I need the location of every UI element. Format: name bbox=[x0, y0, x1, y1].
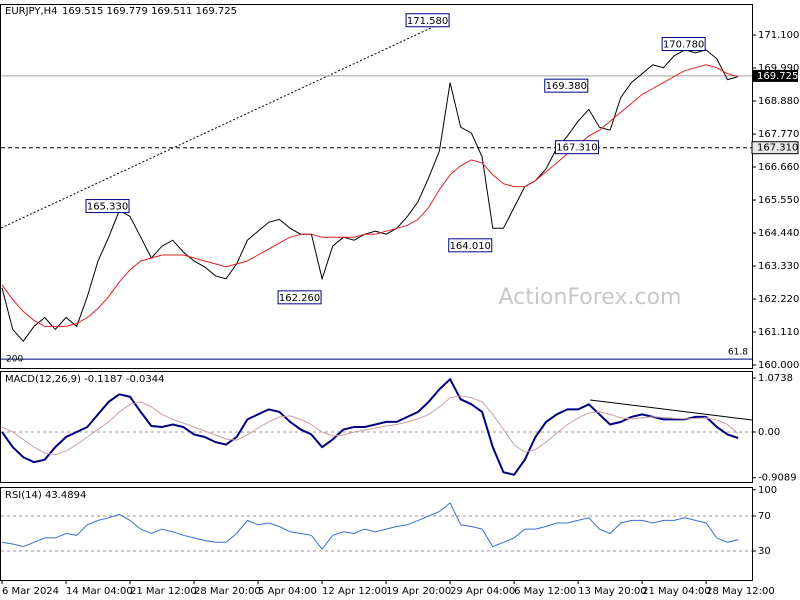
x-tick-label: 6 Mar 2024 bbox=[2, 586, 59, 597]
level-tag bbox=[751, 141, 799, 155]
macd-title: MACD(12,26,9) -0.1187 -0.0344 bbox=[5, 374, 165, 385]
y-tick-label: 0.00 bbox=[758, 427, 780, 438]
y-tick-label: 163.330 bbox=[758, 261, 799, 272]
macd-trend-line bbox=[589, 399, 753, 421]
y-tick-label: 168.880 bbox=[758, 96, 799, 107]
y-tick-label: 100 bbox=[758, 485, 777, 496]
x-tick-label: 6 May 12:00 bbox=[514, 586, 576, 597]
fib-label: 200 bbox=[6, 355, 23, 365]
price-label: 170.780 bbox=[663, 40, 704, 51]
price-label: 169.380 bbox=[546, 81, 587, 92]
y-tick-label: 165.550 bbox=[758, 195, 799, 206]
watermark: ActionForex.com bbox=[499, 285, 682, 310]
x-tick-label: 14 Mar 04:00 bbox=[66, 586, 133, 597]
x-tick-label: 19 Apr 20:00 bbox=[386, 586, 451, 597]
price-label-box bbox=[85, 199, 130, 214]
price-label: 165.330 bbox=[87, 202, 128, 213]
y-tick-label: -0.9089 bbox=[758, 473, 797, 484]
x-tick-label: 12 Apr 12:00 bbox=[322, 586, 387, 597]
price-label-box bbox=[277, 290, 322, 305]
price-label: 162.260 bbox=[279, 293, 320, 304]
series-line bbox=[1, 377, 739, 476]
series-line bbox=[1, 502, 739, 551]
price-label-box bbox=[554, 140, 599, 155]
x-tick-label: 28 Mar 20:00 bbox=[194, 586, 261, 597]
y-tick-label: 160.000 bbox=[758, 360, 799, 371]
y-tick-label: 162.220 bbox=[758, 294, 799, 305]
chart-title: EURJPY,H4 bbox=[5, 6, 58, 17]
last-price-tag bbox=[752, 69, 798, 82]
series-line bbox=[1, 395, 739, 456]
price-label: 167.310 bbox=[556, 143, 597, 154]
x-tick-label: 21 May 04:00 bbox=[642, 586, 711, 597]
x-tick-label: 21 Mar 12:00 bbox=[130, 586, 197, 597]
series-line bbox=[1, 49, 739, 342]
y-tick-label: 169.990 bbox=[758, 63, 799, 74]
price-label-box bbox=[448, 238, 493, 253]
chart-subtitle: 169.515 169.779 169.511 169.725 bbox=[62, 6, 237, 17]
series-line bbox=[1, 64, 739, 327]
y-tick-label: 171.100 bbox=[758, 30, 799, 41]
price-label-box bbox=[661, 37, 706, 52]
price-label-box bbox=[405, 13, 450, 28]
level-tag-label: 167.310 bbox=[757, 143, 798, 154]
x-tick-label: 13 May 20:00 bbox=[578, 586, 647, 597]
fib-label: 61.8 bbox=[728, 348, 748, 358]
price-panel bbox=[0, 4, 753, 369]
y-tick-label: 166.660 bbox=[758, 162, 799, 173]
last-price-label: 169.725 bbox=[757, 71, 798, 82]
rsi-title: RSI(14) 43.4894 bbox=[5, 490, 86, 501]
y-tick-label: 30 bbox=[758, 546, 771, 557]
price-label-box bbox=[544, 78, 589, 93]
x-tick-label: 28 May 12:00 bbox=[706, 586, 775, 597]
y-tick-label: 1.0738 bbox=[758, 373, 793, 384]
x-tick-label: 29 Apr 04:00 bbox=[450, 586, 515, 597]
y-tick-label: 70 bbox=[758, 511, 771, 522]
y-tick-label: 164.440 bbox=[758, 228, 799, 239]
y-tick-label: 161.110 bbox=[758, 327, 799, 338]
x-tick-label: 5 Apr 04:00 bbox=[258, 586, 317, 597]
macd-panel bbox=[0, 371, 753, 483]
rsi-panel bbox=[0, 487, 753, 581]
y-tick-label: 167.770 bbox=[758, 129, 799, 140]
price-label: 164.010 bbox=[450, 241, 491, 252]
price-label: 171.580 bbox=[407, 16, 448, 27]
